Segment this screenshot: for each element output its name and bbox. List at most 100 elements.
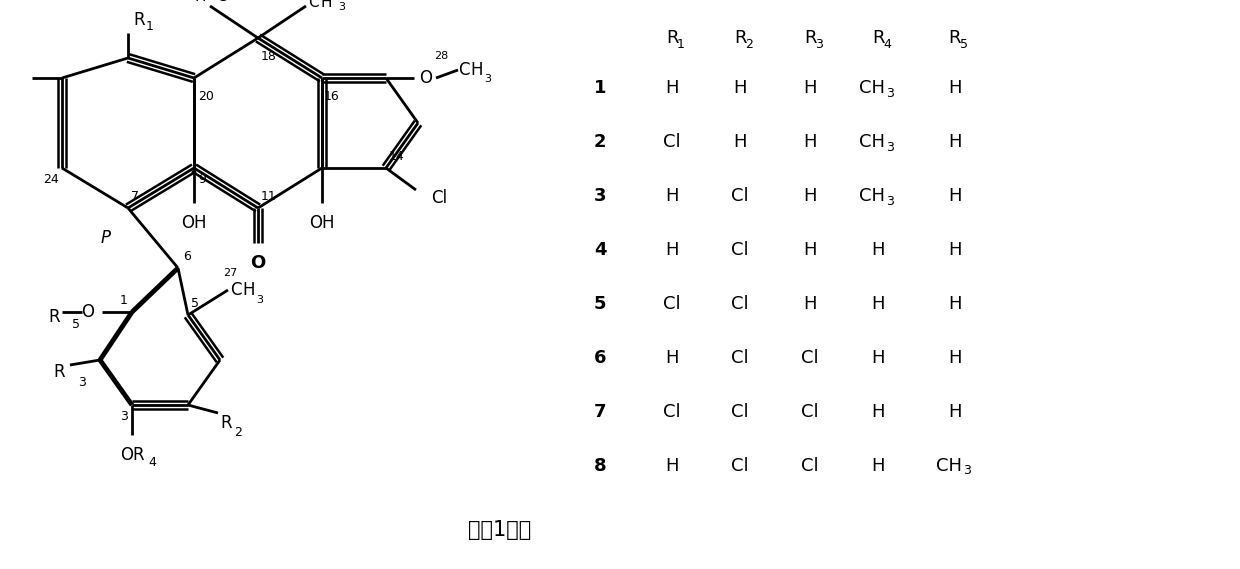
Text: H: H — [665, 187, 678, 205]
Text: H: H — [949, 349, 962, 367]
Text: 3: 3 — [215, 0, 221, 2]
Text: H: H — [733, 133, 746, 151]
Text: H: H — [470, 61, 482, 79]
Text: R: R — [53, 363, 64, 381]
Text: 18: 18 — [260, 50, 277, 63]
Text: H: H — [804, 187, 817, 205]
Text: H: H — [949, 187, 962, 205]
Text: 24: 24 — [43, 173, 60, 186]
Text: R: R — [804, 29, 816, 47]
Text: Cl: Cl — [732, 403, 749, 421]
Text: CH: CH — [859, 79, 885, 97]
Text: Cl: Cl — [801, 457, 818, 475]
Text: H: H — [949, 403, 962, 421]
Text: Cl: Cl — [663, 133, 681, 151]
Text: Cl: Cl — [801, 349, 818, 367]
Text: 1: 1 — [120, 294, 128, 307]
Text: Cl: Cl — [732, 241, 749, 259]
Text: Cl: Cl — [732, 349, 749, 367]
Text: C: C — [216, 0, 227, 3]
Text: 3: 3 — [594, 187, 606, 205]
Text: H: H — [949, 295, 962, 313]
Text: 1: 1 — [594, 79, 606, 97]
Text: 3: 3 — [815, 38, 823, 51]
Text: 4: 4 — [883, 38, 890, 51]
Text: O: O — [250, 254, 265, 272]
Text: H: H — [804, 241, 817, 259]
Text: H: H — [872, 457, 885, 475]
Text: 14: 14 — [389, 150, 404, 163]
Text: 1: 1 — [146, 19, 154, 32]
Text: 27: 27 — [223, 268, 237, 278]
Text: H: H — [320, 0, 331, 10]
Text: O: O — [81, 303, 94, 321]
Text: CH: CH — [936, 457, 962, 475]
Text: 3: 3 — [963, 464, 971, 477]
Text: Cl: Cl — [732, 295, 749, 313]
Text: CH: CH — [859, 187, 885, 205]
Text: Cl: Cl — [732, 457, 749, 475]
Text: R: R — [949, 29, 961, 47]
Text: 20: 20 — [198, 90, 213, 103]
Text: P: P — [100, 229, 112, 247]
Text: 2: 2 — [745, 38, 753, 51]
Text: H: H — [872, 349, 885, 367]
Text: H: H — [733, 79, 746, 97]
Text: H: H — [195, 0, 206, 3]
Text: C: C — [229, 281, 242, 299]
Text: 式（1）。: 式（1）。 — [469, 520, 532, 540]
Text: 3: 3 — [887, 195, 894, 208]
Text: H: H — [804, 133, 817, 151]
Text: 2: 2 — [234, 426, 242, 439]
Text: 5: 5 — [191, 297, 198, 310]
Text: 7: 7 — [131, 190, 139, 203]
Text: H: H — [804, 79, 817, 97]
Text: 3: 3 — [887, 141, 894, 154]
Text: R: R — [48, 308, 60, 326]
Text: 11: 11 — [260, 190, 277, 203]
Text: Cl: Cl — [432, 189, 448, 207]
Text: 7: 7 — [594, 403, 606, 421]
Text: 4: 4 — [148, 456, 156, 468]
Text: OH: OH — [309, 214, 335, 232]
Text: C: C — [458, 61, 470, 79]
Text: 3: 3 — [339, 2, 345, 12]
Text: H: H — [872, 403, 885, 421]
Text: Cl: Cl — [663, 403, 681, 421]
Text: H: H — [949, 133, 962, 151]
Text: 9: 9 — [198, 173, 206, 186]
Text: 6: 6 — [184, 250, 191, 263]
Text: R: R — [219, 414, 232, 432]
Text: R: R — [872, 29, 884, 47]
Text: 3: 3 — [887, 86, 894, 100]
Text: OH: OH — [181, 214, 207, 232]
Text: 5: 5 — [72, 319, 81, 332]
Text: H: H — [949, 241, 962, 259]
Text: C: C — [308, 0, 319, 10]
Text: 28: 28 — [434, 51, 448, 61]
Text: R: R — [734, 29, 746, 47]
Text: Cl: Cl — [663, 295, 681, 313]
Text: O: O — [419, 69, 432, 87]
Text: 1: 1 — [677, 38, 684, 51]
Text: H: H — [872, 241, 885, 259]
Text: 6: 6 — [594, 349, 606, 367]
Text: H: H — [665, 241, 678, 259]
Text: H: H — [242, 281, 254, 299]
Text: Cl: Cl — [801, 403, 818, 421]
Text: R: R — [666, 29, 678, 47]
Text: H: H — [804, 295, 817, 313]
Text: H: H — [949, 79, 962, 97]
Text: Cl: Cl — [732, 187, 749, 205]
Text: 3: 3 — [255, 295, 263, 305]
Text: H: H — [872, 295, 885, 313]
Text: 5: 5 — [960, 38, 968, 51]
Text: H: H — [665, 349, 678, 367]
Text: H: H — [665, 79, 678, 97]
Text: 4: 4 — [594, 241, 606, 259]
Text: OR: OR — [120, 446, 144, 464]
Text: 8: 8 — [594, 457, 606, 475]
Text: 3: 3 — [120, 410, 128, 423]
Text: CH: CH — [859, 133, 885, 151]
Text: 16: 16 — [324, 90, 340, 103]
